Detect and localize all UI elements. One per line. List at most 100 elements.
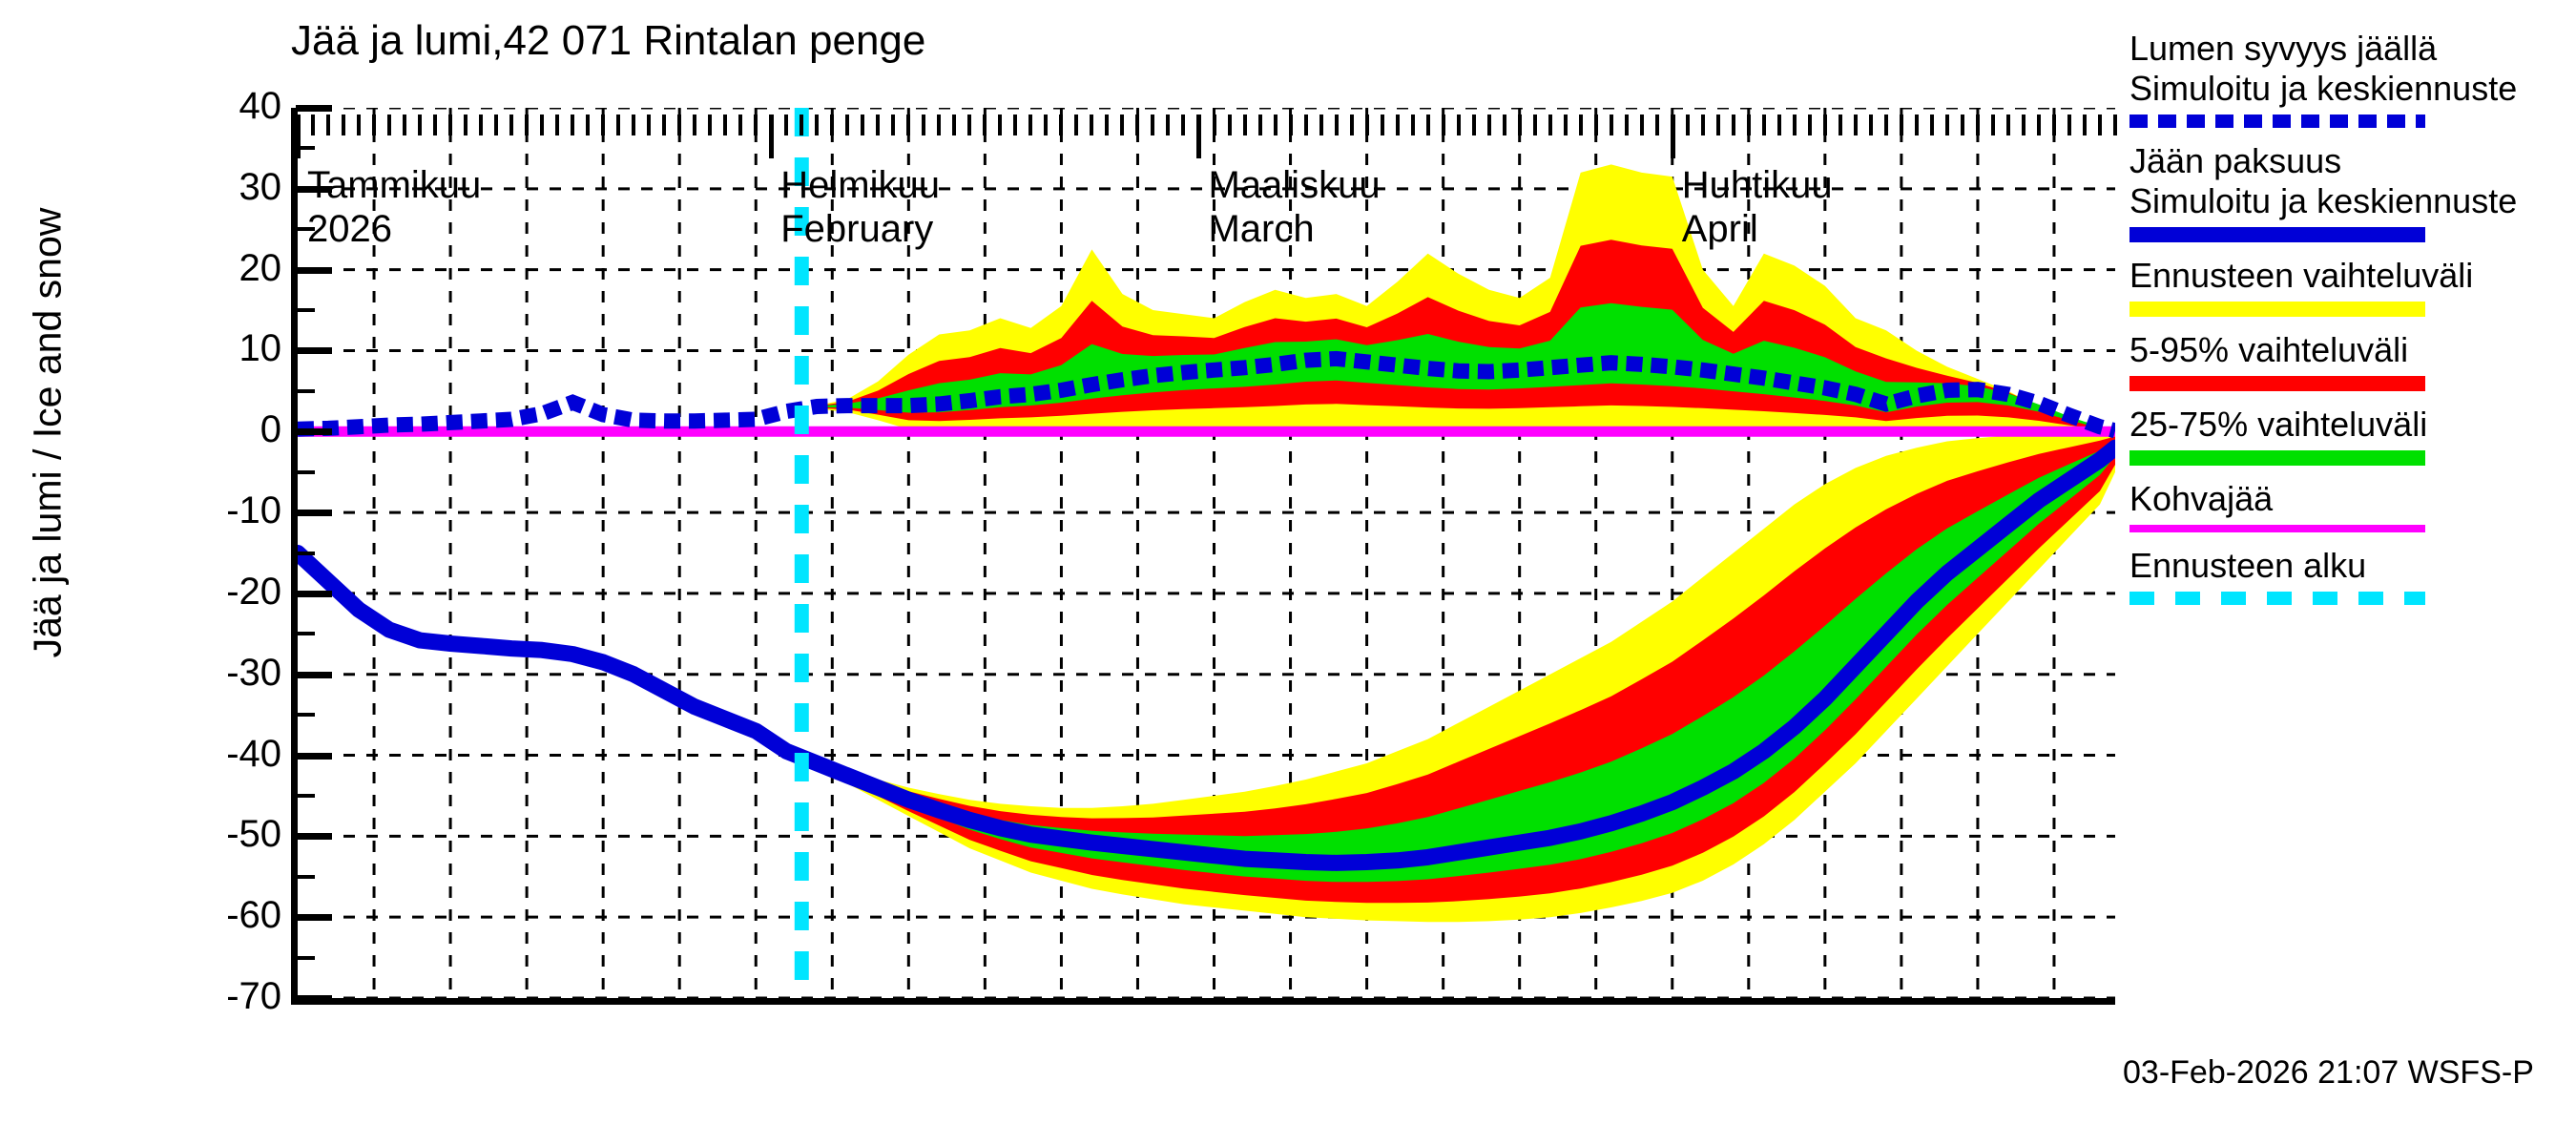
legend-item-range-5-95[interactable]: 5-95% vaihteluväli — [2129, 330, 2576, 391]
y-tick-label: 40 — [239, 85, 282, 127]
x-axis-day-tick — [891, 114, 896, 135]
x-axis-day-tick — [1532, 114, 1537, 135]
x-axis-day-tick — [1517, 114, 1522, 135]
y-axis-major-tick — [296, 995, 332, 1002]
x-axis-day-tick — [1166, 114, 1171, 135]
legend-swatch — [2129, 450, 2425, 466]
legend-subtitle: Simuloitu ja keskiennuste — [2129, 181, 2518, 220]
x-axis-day-tick — [1151, 114, 1155, 135]
x-axis-day-tick — [1044, 114, 1049, 135]
x-axis-day-tick — [1242, 114, 1247, 135]
y-axis-tick-labels: 40 30 20 10 0 -10 -20 -30 -40 -50 -60 -70 — [119, 87, 282, 1015]
x-axis-day-tick — [830, 114, 835, 135]
x-axis-day-tick — [1028, 114, 1033, 135]
legend-swatch — [2129, 376, 2425, 391]
legend-swatch — [2129, 592, 2425, 605]
y-axis-minor-tick — [296, 632, 315, 636]
plot-area: Tammikuu 2026 Helmikuu February Maaliskuu Mar… — [291, 105, 2117, 1005]
legend-item-forecast-range[interactable]: Ennusteen vaihteluväli — [2129, 256, 2576, 317]
x-axis-day-tick — [2051, 114, 2056, 135]
legend-swatch — [2129, 227, 2425, 242]
y-axis-major-tick — [296, 914, 332, 922]
x-axis-day-tick — [342, 114, 346, 135]
x-axis-day-tick — [1593, 114, 1598, 135]
x-axis-day-tick — [677, 114, 682, 135]
x-axis-day-tick — [708, 114, 713, 135]
x-axis-day-tick — [479, 114, 484, 135]
x-axis-month-label: Helmikuu February — [780, 163, 940, 251]
x-axis-day-tick — [571, 114, 575, 135]
x-axis-day-tick — [1685, 114, 1690, 135]
y-axis-minor-tick — [296, 793, 315, 798]
x-axis-day-tick — [1975, 114, 1980, 135]
x-axis-day-tick — [1563, 114, 1568, 135]
legend-title: 5-95% vaihteluväli — [2129, 330, 2409, 369]
x-axis-day-tick — [662, 114, 667, 135]
x-axis-day-tick — [540, 114, 545, 135]
x-axis-day-tick — [1639, 114, 1644, 135]
x-axis-day-tick — [1746, 114, 1751, 135]
x-axis-month-tick — [1196, 114, 1202, 158]
x-axis-day-tick — [1288, 114, 1293, 135]
x-axis-day-tick — [1548, 114, 1552, 135]
y-axis-minor-tick — [296, 146, 315, 151]
chart-legend: Lumen syvyys jäällä Simuloitu ja keskienn… — [2129, 29, 2576, 618]
x-axis-day-tick — [1425, 114, 1430, 135]
x-axis-day-tick — [861, 114, 865, 135]
x-axis-day-tick — [1486, 114, 1491, 135]
x-axis-day-tick — [1471, 114, 1476, 135]
x-axis-day-tick — [1227, 114, 1232, 135]
x-axis-day-tick — [616, 114, 621, 135]
x-axis-day-tick — [586, 114, 591, 135]
x-axis-ticks — [296, 114, 2117, 162]
y-axis-minor-tick — [296, 308, 315, 313]
legend-title: Jään paksuus — [2129, 141, 2342, 180]
x-axis-day-tick — [464, 114, 468, 135]
legend-title: Lumen syvyys jäällä — [2129, 29, 2438, 68]
x-axis-day-tick — [845, 114, 850, 135]
legend-item-forecast-start[interactable]: Ennusteen alku — [2129, 546, 2576, 605]
x-axis-day-tick — [1990, 114, 1995, 135]
x-axis-day-tick — [1410, 114, 1415, 135]
y-tick-label: -40 — [226, 732, 281, 775]
x-axis-day-tick — [601, 114, 606, 135]
legend-item-snow-depth-on-ice[interactable]: Lumen syvyys jäällä Simuloitu ja keskienn… — [2129, 29, 2576, 128]
x-axis-day-tick — [372, 114, 377, 135]
x-axis-day-tick — [632, 114, 636, 135]
x-axis-day-tick — [1853, 114, 1858, 135]
y-tick-label: 30 — [239, 165, 282, 208]
x-axis-day-tick — [1899, 114, 1903, 135]
x-axis-day-tick — [525, 114, 530, 135]
month-label-fi: Huhtikuu — [1681, 164, 1833, 206]
x-axis-day-tick — [952, 114, 957, 135]
legend-title: Kohvajää — [2129, 479, 2274, 518]
x-axis-day-tick — [555, 114, 560, 135]
x-axis-day-tick — [1624, 114, 1629, 135]
x-axis-day-tick — [906, 114, 911, 135]
x-axis-day-tick — [2036, 114, 2041, 135]
x-axis-day-tick — [1319, 114, 1323, 135]
y-axis-minor-tick — [296, 551, 315, 555]
y-axis-major-tick — [296, 347, 332, 355]
month-label-fi: Tammikuu — [307, 164, 482, 206]
x-axis-day-tick — [1822, 114, 1827, 135]
x-axis-day-tick — [738, 114, 743, 135]
x-axis-day-tick — [1074, 114, 1079, 135]
y-axis-major-tick — [296, 590, 332, 597]
x-axis-day-tick — [2005, 114, 2010, 135]
legend-item-slush-ice[interactable]: Kohvajää — [2129, 479, 2576, 532]
x-axis-day-tick — [403, 114, 407, 135]
x-axis-day-tick — [1792, 114, 1797, 135]
legend-swatch — [2129, 525, 2425, 532]
x-axis-day-tick — [1380, 114, 1384, 135]
x-axis-day-tick — [418, 114, 423, 135]
x-axis-month-tick — [296, 114, 301, 158]
x-axis-day-tick — [1578, 114, 1583, 135]
x-axis-day-tick — [2097, 114, 2102, 135]
y-axis-minor-tick — [296, 388, 315, 393]
x-axis-day-tick — [1013, 114, 1018, 135]
legend-item-ice-thickness[interactable]: Jään paksuus Simuloitu ja keskiennuste — [2129, 141, 2576, 242]
legend-item-range-25-75[interactable]: 25-75% vaihteluväli — [2129, 405, 2576, 466]
x-axis-day-tick — [1868, 114, 1873, 135]
